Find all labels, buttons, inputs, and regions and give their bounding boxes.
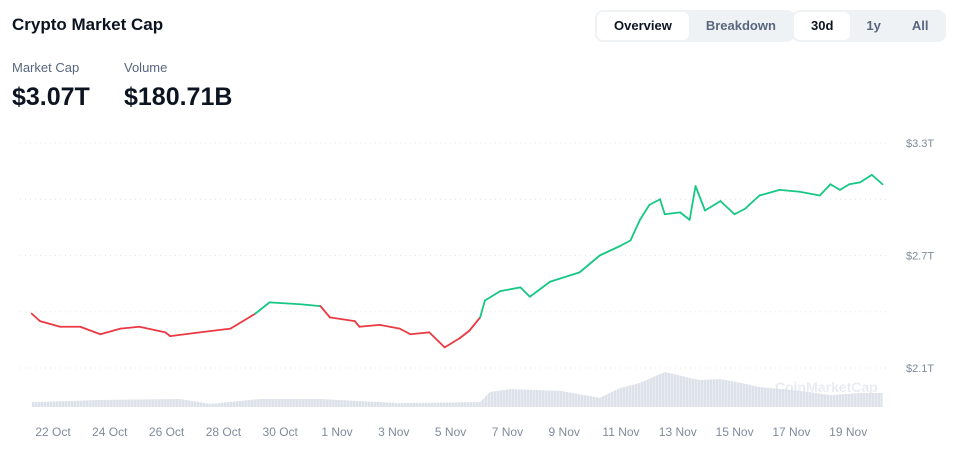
market-cap-line-segment: [198, 327, 232, 334]
x-tick-label: 28 Oct: [206, 425, 242, 439]
market-cap-line-segment: [428, 331, 446, 349]
market-cap-line-segment: [839, 183, 851, 191]
market-cap-line-segment: [328, 316, 356, 323]
x-tick-label: 26 Oct: [149, 425, 185, 439]
market-cap-line-segment: [528, 280, 551, 298]
market-cap-line-segment: [378, 323, 401, 330]
market-cap-line-segment: [758, 188, 781, 197]
market-cap-line-segment: [499, 286, 522, 293]
market-cap-line-segment: [719, 200, 736, 216]
market-cap-line-segment: [679, 211, 691, 221]
x-tick-label: 17 Nov: [772, 425, 810, 439]
x-tick-label: 30 Oct: [263, 425, 299, 439]
market-cap-line-segment: [870, 173, 884, 186]
market-cap-line-segment: [169, 331, 201, 338]
market-cap-line-segment: [549, 271, 581, 283]
market-cap-line-segment: [409, 331, 431, 336]
x-tick-label: 7 Nov: [492, 425, 523, 439]
market-cap-line-segment: [798, 190, 821, 197]
market-cap-line-segment: [479, 299, 486, 319]
market-cap-line-segment: [829, 183, 841, 191]
market-cap-label: Market Cap: [12, 60, 80, 75]
market-cap-line-segment: [229, 312, 257, 330]
market-cap-line-segment: [618, 239, 632, 248]
x-tick-label: 9 Nov: [549, 425, 580, 439]
y-tick-label: $2.1T: [906, 363, 934, 375]
volume-value: $180.71B: [124, 83, 233, 111]
market-cap-line-segment: [30, 312, 41, 323]
tab-overview[interactable]: Overview: [597, 12, 689, 40]
x-tick-label: 1 Nov: [321, 425, 352, 439]
watermark: CoinMarketCap: [775, 379, 878, 395]
market-cap-line-segment: [688, 185, 697, 221]
market-cap-line-segment: [358, 323, 381, 328]
market-cap-line-segment: [859, 173, 873, 184]
market-cap-line-segment: [598, 245, 621, 257]
market-cap-line-segment: [443, 337, 461, 349]
market-cap-line-segment: [694, 185, 706, 212]
x-tick-label: 19 Nov: [829, 425, 867, 439]
y-tick-label: $2.7T: [906, 251, 934, 263]
market-cap-line-segment: [818, 183, 832, 197]
market-cap-line-segment: [353, 320, 361, 328]
market-cap-line-segment: [138, 325, 167, 334]
market-cap-stat: Market Cap $3.07T: [12, 60, 90, 112]
market-cap-line-segment: [468, 316, 482, 332]
market-cap-line-segment: [484, 290, 502, 302]
market-cap-line-segment: [398, 327, 412, 336]
tab-breakdown[interactable]: Breakdown: [705, 18, 776, 33]
y-tick-label: $3.3T: [906, 138, 934, 150]
range-all[interactable]: All: [911, 18, 929, 33]
x-tick-label: 3 Nov: [378, 425, 409, 439]
volume-area: [31, 372, 883, 407]
market-cap-line-segment: [778, 188, 801, 193]
x-tick-label: 5 Nov: [435, 425, 466, 439]
x-tick-label: 13 Nov: [659, 425, 697, 439]
market-cap-line-segment: [39, 320, 61, 328]
view-toggle: Overview Breakdown: [595, 10, 795, 42]
volume-label: Volume: [124, 60, 168, 75]
market-cap-line-segment: [319, 305, 331, 319]
market-cap-line-segment: [744, 194, 761, 210]
market-cap-line-segment: [733, 207, 747, 216]
market-cap-line-segment: [639, 203, 651, 221]
market-cap-line-segment: [459, 329, 471, 339]
market-cap-line-segment: [254, 301, 271, 315]
range-toggle: 30d 1y All: [792, 10, 946, 42]
market-cap-line-segment: [659, 198, 666, 216]
market-cap-line-segment: [704, 200, 722, 212]
market-cap-line-segment: [629, 218, 641, 242]
market-cap-line-segment: [268, 301, 302, 306]
market-cap-line-segment: [848, 181, 861, 186]
x-tick-label: 11 Nov: [602, 425, 639, 439]
market-cap-value: $3.07T: [12, 83, 90, 111]
market-cap-line-segment: [519, 286, 531, 298]
range-1y[interactable]: 1y: [866, 18, 881, 33]
page-title: Crypto Market Cap: [12, 15, 164, 34]
range-30d[interactable]: 30d: [794, 12, 851, 40]
market-cap-line-segment: [119, 325, 141, 330]
x-tick-label: 22 Oct: [35, 425, 71, 439]
market-cap-line-segment: [79, 325, 102, 336]
market-cap-line-segment: [299, 303, 322, 308]
market-cap-line-segment: [648, 198, 661, 206]
x-tick-label: 15 Nov: [716, 425, 754, 439]
x-tick-label: 24 Oct: [92, 425, 128, 439]
market-cap-line-segment: [164, 331, 172, 338]
market-cap-line-segment: [578, 254, 601, 274]
market-cap-line-segment: [663, 211, 682, 216]
volume-stat: Volume $180.71B: [124, 60, 232, 112]
market-cap-line-segment: [99, 327, 122, 336]
